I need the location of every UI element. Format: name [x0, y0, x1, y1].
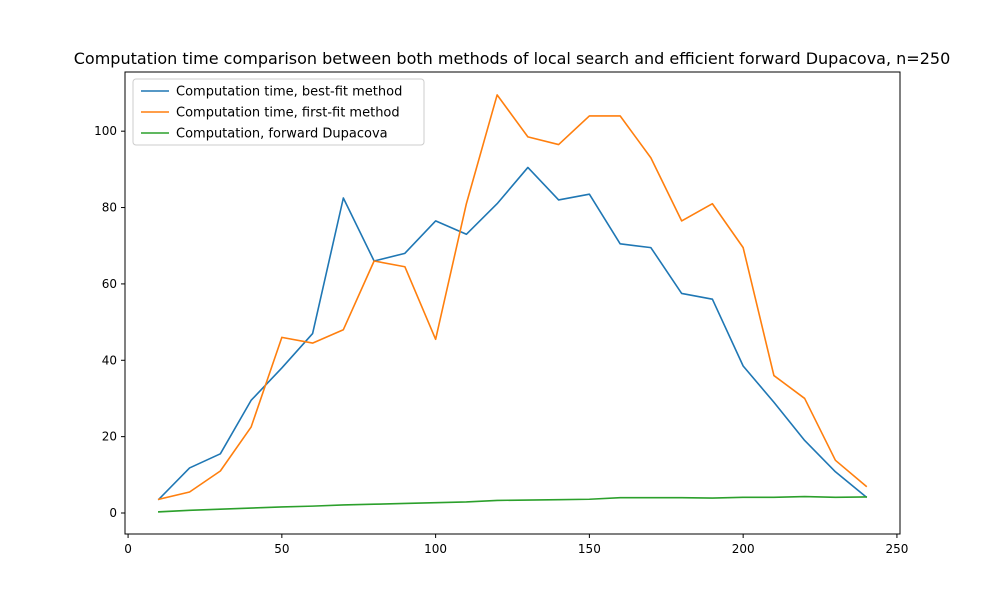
ticks-layer: 0 50 100 150 200 250 0 20 40 60 80 100 [94, 124, 908, 556]
legend-label-2: Computation time, first-fit method [176, 106, 400, 121]
x-tick-label: 200 [732, 542, 755, 556]
y-tick-label: 80 [102, 201, 117, 215]
x-tick-label: 250 [885, 542, 908, 556]
y-tick-label: 0 [109, 506, 117, 520]
legend-label-3: Computation, forward Dupacova [176, 127, 388, 142]
y-tick-label: 40 [102, 353, 117, 367]
series-layer [157, 94, 868, 513]
y-tick-label: 20 [102, 430, 117, 444]
series-line-1 [157, 166, 868, 501]
x-tick-label: 150 [578, 542, 601, 556]
x-tick-label: 50 [274, 542, 289, 556]
legend-label-1: Computation time, best-fit method [176, 85, 402, 100]
y-tick-label: 100 [94, 124, 117, 138]
series-line-3 [157, 495, 867, 513]
x-tick-label: 0 [124, 542, 132, 556]
y-tick-label: 60 [102, 277, 117, 291]
legend-box [132, 78, 425, 146]
plot-area-frame [124, 71, 901, 535]
chart-title: Computation time comparison between both… [74, 49, 951, 68]
x-tick-label: 100 [424, 542, 447, 556]
legend: Computation time, best-fit method Computa… [132, 78, 425, 146]
series-line-2 [157, 94, 868, 501]
